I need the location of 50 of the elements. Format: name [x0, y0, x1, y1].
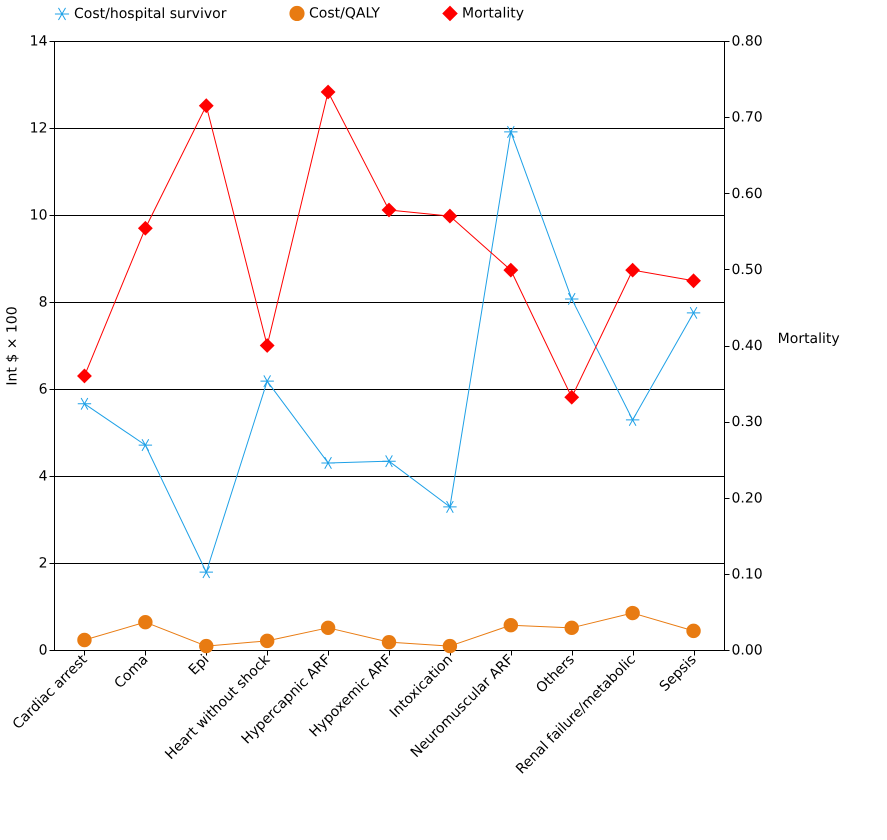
point: [260, 338, 274, 353]
y-tick-label: 14: [30, 34, 48, 50]
point: [686, 274, 701, 288]
y2-tick-label: 0.00: [732, 642, 763, 658]
point: [77, 397, 92, 410]
point: [625, 414, 640, 426]
point: [686, 306, 701, 320]
legend-label: Cost/QALY: [309, 5, 380, 22]
point: [382, 454, 396, 468]
y-tick-label: 12: [30, 120, 48, 136]
point: [320, 84, 336, 100]
y2-tick-label: 0.80: [732, 34, 763, 50]
y2-tick-label: 0.40: [732, 338, 763, 354]
point: [442, 638, 458, 654]
point: [138, 438, 153, 452]
y2-tick-label: 0.30: [732, 414, 763, 430]
point: [504, 126, 518, 138]
y-axis-title: Int $ × 100: [4, 306, 21, 386]
point: [199, 566, 214, 578]
y-tick-label: 4: [38, 468, 48, 484]
y-tick-label: 10: [30, 208, 48, 224]
y-tick-label: 8: [38, 294, 48, 310]
point: [686, 624, 701, 638]
point: [138, 221, 153, 236]
point: [382, 634, 396, 650]
point: [504, 618, 518, 632]
point: [138, 614, 153, 630]
point: [564, 292, 579, 306]
point: [625, 606, 640, 620]
y-tick-label: 6: [38, 382, 48, 398]
y2-tick-label: 0.10: [732, 566, 763, 582]
legend-label: Mortality: [462, 5, 524, 22]
y2-axis-title: Mortality: [778, 331, 840, 347]
point: [77, 368, 92, 384]
point: [260, 374, 274, 388]
y2-tick-label: 0.60: [732, 186, 763, 202]
y-tick-label: 2: [38, 556, 48, 572]
point: [504, 262, 518, 278]
y2-tick-label: 0.50: [732, 262, 763, 278]
point: [260, 634, 274, 648]
y2-tick-label: 0.20: [732, 490, 763, 506]
point: [564, 620, 579, 636]
point: [442, 500, 458, 514]
y2-tick-label: 0.70: [732, 110, 763, 126]
point: [320, 620, 336, 636]
y-tick-label: 0: [38, 642, 48, 658]
x-tick-label: Epi: [186, 652, 212, 678]
legend-label: Cost/hospital survivor: [74, 6, 227, 22]
point: [77, 632, 92, 648]
point: [199, 638, 214, 654]
